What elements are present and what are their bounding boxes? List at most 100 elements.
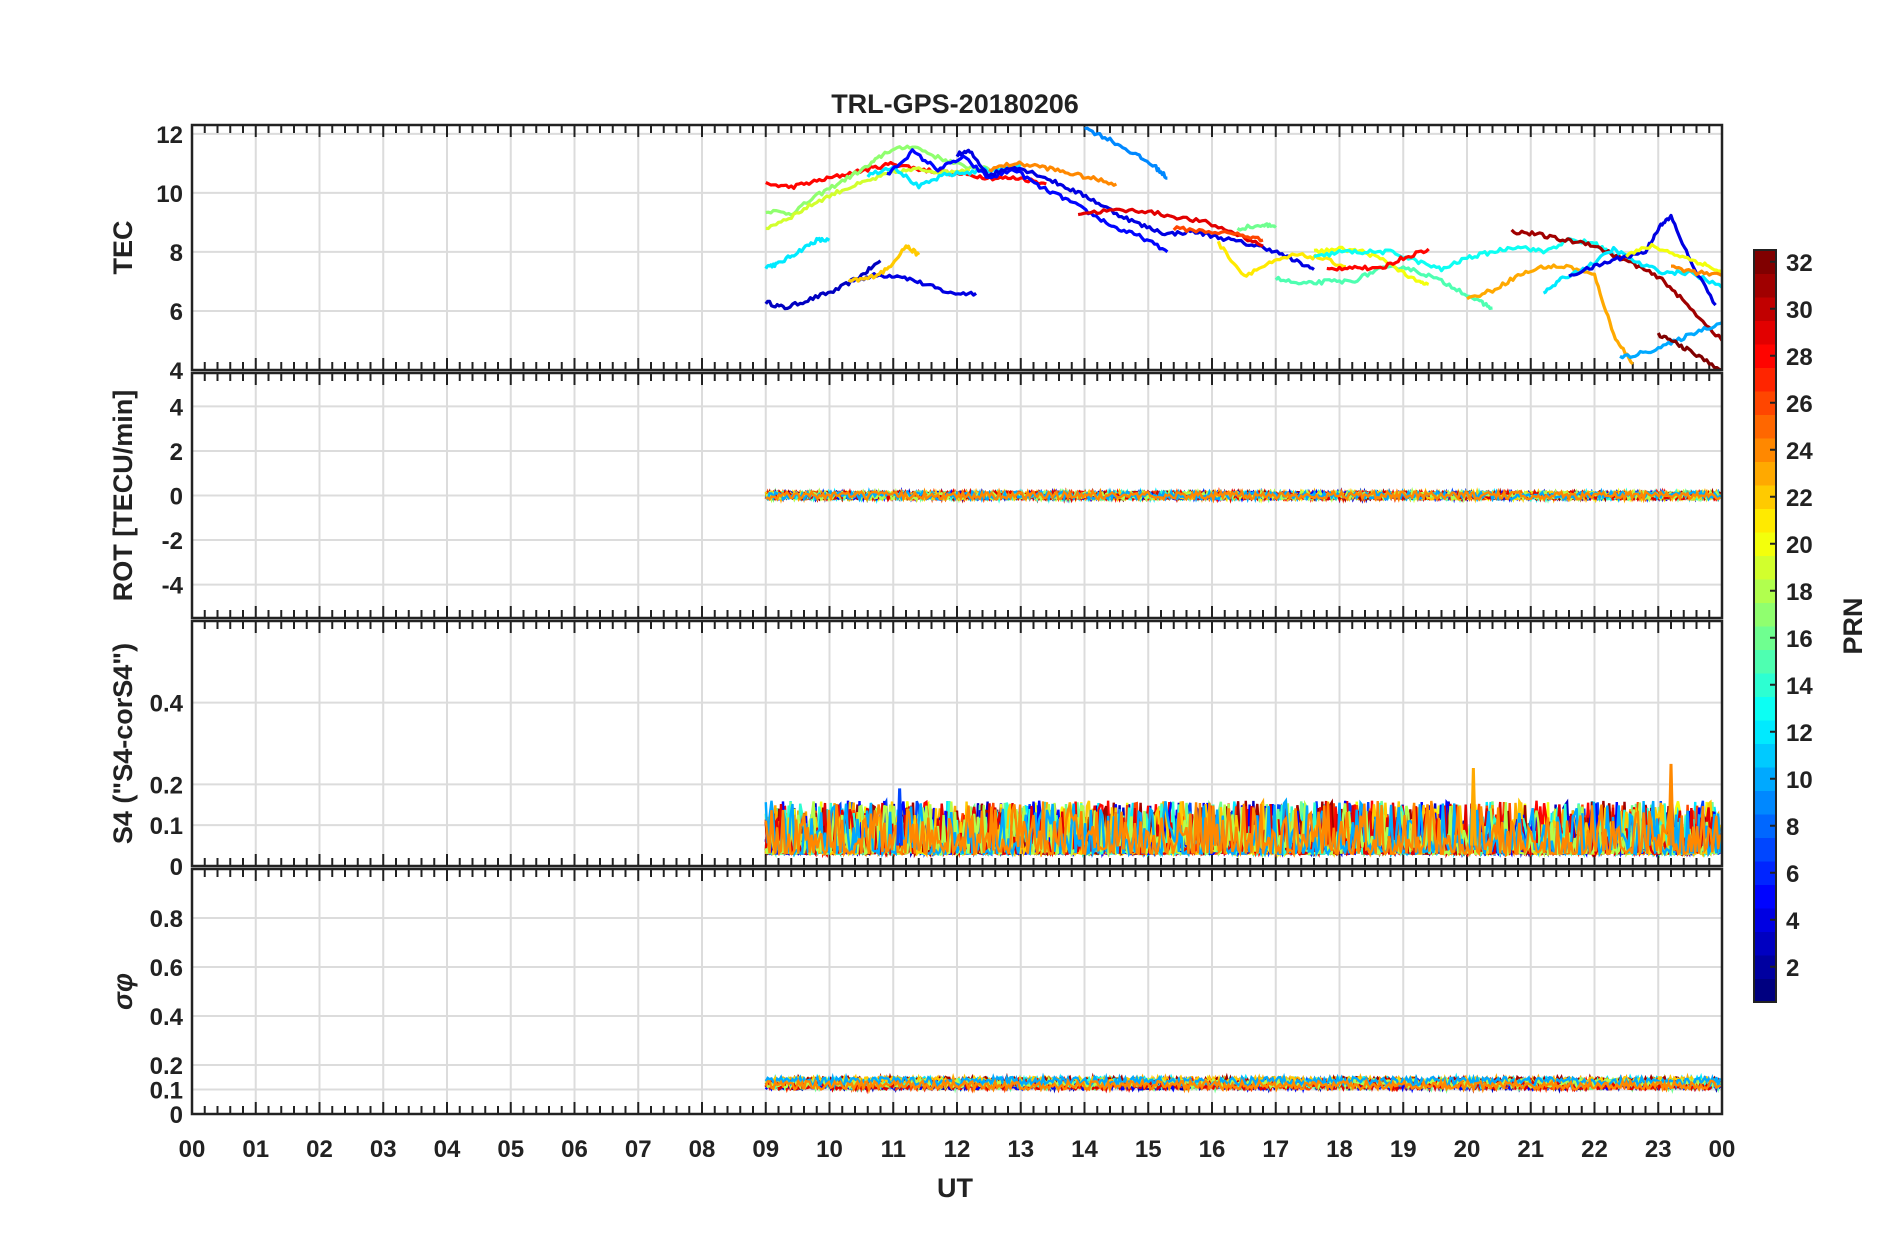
x-tick-label: 21 (1517, 1136, 1544, 1163)
colorbar-segment (1754, 532, 1776, 556)
x-tick-label: 12 (944, 1136, 971, 1163)
colorbar-segment (1754, 461, 1776, 486)
axes-frame-tec (190, 123, 1724, 372)
y-tick-label: 4 (170, 394, 184, 421)
colorbar-tick-label: 22 (1786, 485, 1813, 512)
colorbar-tick-label: 20 (1786, 532, 1813, 559)
s4-peak (1469, 767, 1477, 846)
tec-series-prn-24 (1671, 264, 1722, 277)
x-tick-label: 23 (1645, 1136, 1672, 1163)
colorbar-segment (1754, 814, 1776, 838)
colorbar-tick-label: 32 (1786, 250, 1813, 277)
tec-series-prn-17 (765, 144, 990, 217)
x-tick-label: 05 (497, 1136, 524, 1163)
x-tick-label: 20 (1454, 1136, 1481, 1163)
colorbar-tick-label: 10 (1786, 767, 1813, 794)
colorbar-segment (1754, 908, 1776, 932)
tec-series-prn-16 (1236, 222, 1277, 232)
colorbar-tick-label: 18 (1786, 579, 1813, 606)
y-axis-label-rot: ROT [TECU/min] (108, 390, 138, 601)
tec-series-prn-24 (988, 160, 1118, 187)
tec-series-prn-22 (847, 244, 921, 283)
colorbar-segment (1754, 320, 1776, 345)
tec-series-prn-19 (765, 166, 971, 231)
series-group-sigma_phi (764, 1072, 1722, 1095)
tec-series-prn-28 (1326, 247, 1430, 272)
colorbar-tick-label: 4 (1786, 908, 1800, 935)
x-tick-label: 00 (1709, 1136, 1736, 1163)
colorbar-segment (1754, 297, 1776, 321)
tec-series-prn-10 (1619, 321, 1722, 360)
colorbar-segment (1754, 720, 1776, 744)
y-tick-label: 0.1 (150, 1078, 183, 1105)
y-tick-label: 0.8 (150, 906, 183, 933)
x-tick-label: 03 (370, 1136, 397, 1163)
x-tick-label: 06 (561, 1136, 588, 1163)
x-tick-label: 04 (434, 1136, 461, 1163)
tec-series-prn-28 (765, 160, 1047, 190)
sigma_phi-series-prn-24 (764, 1076, 1721, 1094)
colorbar-segment (1754, 367, 1776, 392)
y-axis-label-tec: TEC (108, 221, 138, 275)
colorbar-segment (1754, 673, 1776, 697)
sigma_phi-series-prn-10 (764, 1072, 1722, 1090)
x-tick-label: 13 (1007, 1136, 1034, 1163)
x-tick-label: 15 (1135, 1136, 1162, 1163)
colorbar-tick-label: 26 (1786, 391, 1813, 418)
y-tick-label: 0.2 (150, 1053, 183, 1080)
s4-peak (1667, 763, 1675, 846)
colorbar-segment (1754, 344, 1776, 368)
colorbar-segment (1754, 602, 1776, 627)
rot-series-prn-24 (765, 487, 1721, 504)
x-axis-label: UT (937, 1173, 973, 1203)
y-tick-label: 0.4 (150, 691, 184, 718)
colorbar-tick-label: 24 (1786, 438, 1813, 465)
series-group-tec (764, 126, 1722, 370)
y-tick-label: 8 (170, 240, 183, 267)
tec-series-prn-31 (1510, 228, 1722, 342)
y-tick-label: 0 (170, 484, 183, 511)
colorbar-segment (1754, 743, 1776, 768)
colorbar-segment (1754, 414, 1776, 439)
panel-tec: 4 6 8 10 12 TEC (108, 122, 1724, 385)
tec-series-prn-23 (1466, 263, 1634, 366)
panel-sigma_phi: 00.10.2 0.4 0.6 0.8 σφ (108, 867, 1724, 1129)
tec-series-prn-32 (1656, 332, 1722, 370)
colorbar-tick-label: 2 (1786, 955, 1799, 982)
tec-series-prn-4 (955, 148, 1315, 271)
colorbar-segment (1754, 579, 1776, 603)
x-axis-tick-labels: 00 01 02 03 04 05 06 07 08 09 10 11 12 13 14 15 16 17 18 19… (179, 1136, 1736, 1163)
x-tick-label: 07 (625, 1136, 652, 1163)
x-tick-label: 10 (816, 1136, 843, 1163)
y-tick-label: 0.6 (150, 955, 183, 982)
colorbar-segment (1754, 861, 1776, 885)
y-tick-label: 0 (170, 854, 183, 881)
colorbar-segment (1754, 438, 1776, 462)
x-tick-label: 00 (179, 1136, 206, 1163)
colorbar-tick-label: 6 (1786, 861, 1799, 888)
x-tick-label: 11 (881, 1136, 906, 1163)
y-tick-label: 6 (170, 299, 183, 326)
tec-series-prn-20 (1625, 242, 1722, 274)
axes-frame-rot (190, 371, 1724, 620)
y-axis-label-sigma_phi: σφ (108, 973, 138, 1010)
y-tick-label: -2 (162, 528, 183, 555)
s4-peak (896, 788, 904, 846)
colorbar-segment (1754, 696, 1776, 721)
tec-series-prn-20 (1313, 245, 1430, 286)
colorbar-tick-label: 16 (1786, 626, 1813, 653)
series-group-s4 (764, 763, 1722, 859)
colorbar-segment (1754, 790, 1776, 815)
y-tick-label: 2 (170, 439, 183, 466)
colorbar-segment (1754, 649, 1776, 674)
tec-series-prn-26 (1172, 225, 1264, 243)
x-tick-label: 17 (1262, 1136, 1289, 1163)
tec-series-prn-21 (1216, 240, 1347, 278)
colorbar-segment (1754, 767, 1776, 791)
tec-series-prn-9 (1084, 126, 1168, 180)
colorbar-segment (1754, 884, 1776, 909)
colorbar-segment (1754, 978, 1776, 1003)
